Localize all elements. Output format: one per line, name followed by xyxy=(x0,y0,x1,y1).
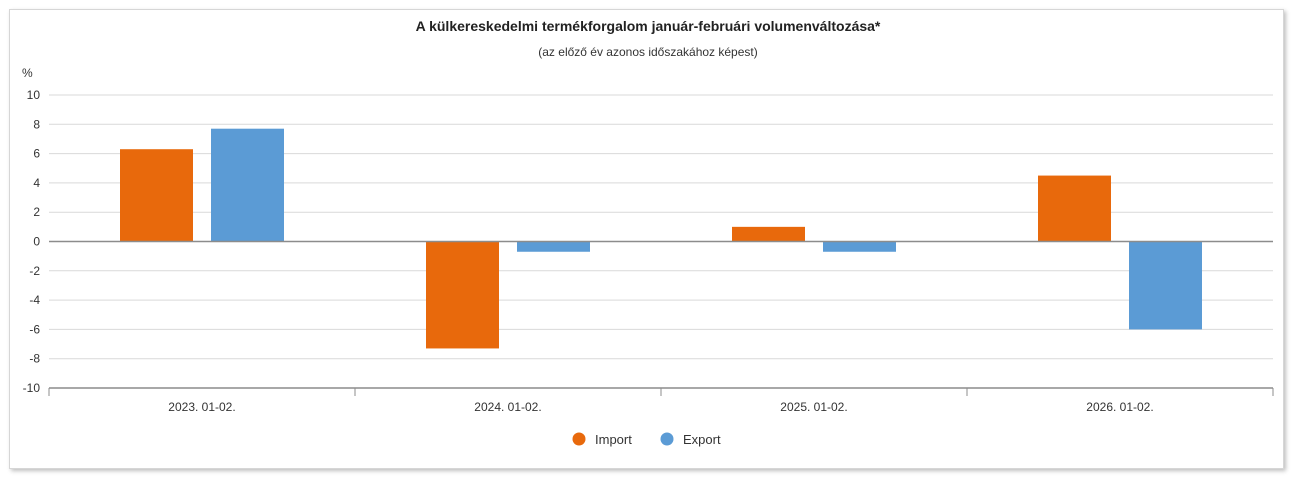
bar-import[interactable] xyxy=(120,149,193,242)
x-tick-label: 2025. 01-02. xyxy=(780,400,847,414)
bars xyxy=(120,128,1202,349)
y-tick-label: 6 xyxy=(33,147,40,161)
y-tick-label: -6 xyxy=(29,322,40,336)
chart-title: A külkereskedelmi termékforgalom január-… xyxy=(416,18,881,34)
x-tick-label: 2026. 01-02. xyxy=(1086,400,1153,414)
legend-label: Export xyxy=(683,432,721,447)
y-tick-label: 4 xyxy=(33,176,40,190)
axes: 10 8 6 4 2 0 -2 -4 -6 -8 -10 2023. 01-02. 2024. 01-0… xyxy=(23,88,1274,414)
bar-export[interactable] xyxy=(823,241,896,252)
y-tick-label: -8 xyxy=(29,352,40,366)
bar-export[interactable] xyxy=(211,128,284,242)
chart-subtitle: (az előző év azonos időszakához képest) xyxy=(538,45,757,59)
legend-marker xyxy=(660,432,674,446)
y-tick-label: 10 xyxy=(27,88,41,102)
bar-import[interactable] xyxy=(1038,175,1111,242)
bar-export[interactable] xyxy=(1129,241,1202,330)
legend-label: Import xyxy=(595,432,632,447)
legend-marker xyxy=(572,432,586,446)
bar-import[interactable] xyxy=(732,226,805,242)
y-tick-label: 2 xyxy=(33,205,40,219)
bar-export[interactable] xyxy=(517,241,590,252)
y-tick-label: 8 xyxy=(33,117,40,131)
bar-import[interactable] xyxy=(426,241,499,349)
y-axis-unit: % xyxy=(22,66,33,80)
x-tick-label: 2023. 01-02. xyxy=(168,400,235,414)
y-tick-label: -2 xyxy=(29,264,40,278)
legend-item-import[interactable]: Import xyxy=(572,432,633,447)
y-tick-label: 0 xyxy=(33,235,40,249)
y-tick-label: -10 xyxy=(23,381,41,395)
gridlines xyxy=(49,94,1273,360)
legend[interactable]: Import Export xyxy=(572,432,721,447)
legend-item-export[interactable]: Export xyxy=(660,432,721,447)
x-tick-label: 2024. 01-02. xyxy=(474,400,541,414)
y-tick-label: -4 xyxy=(29,293,40,307)
